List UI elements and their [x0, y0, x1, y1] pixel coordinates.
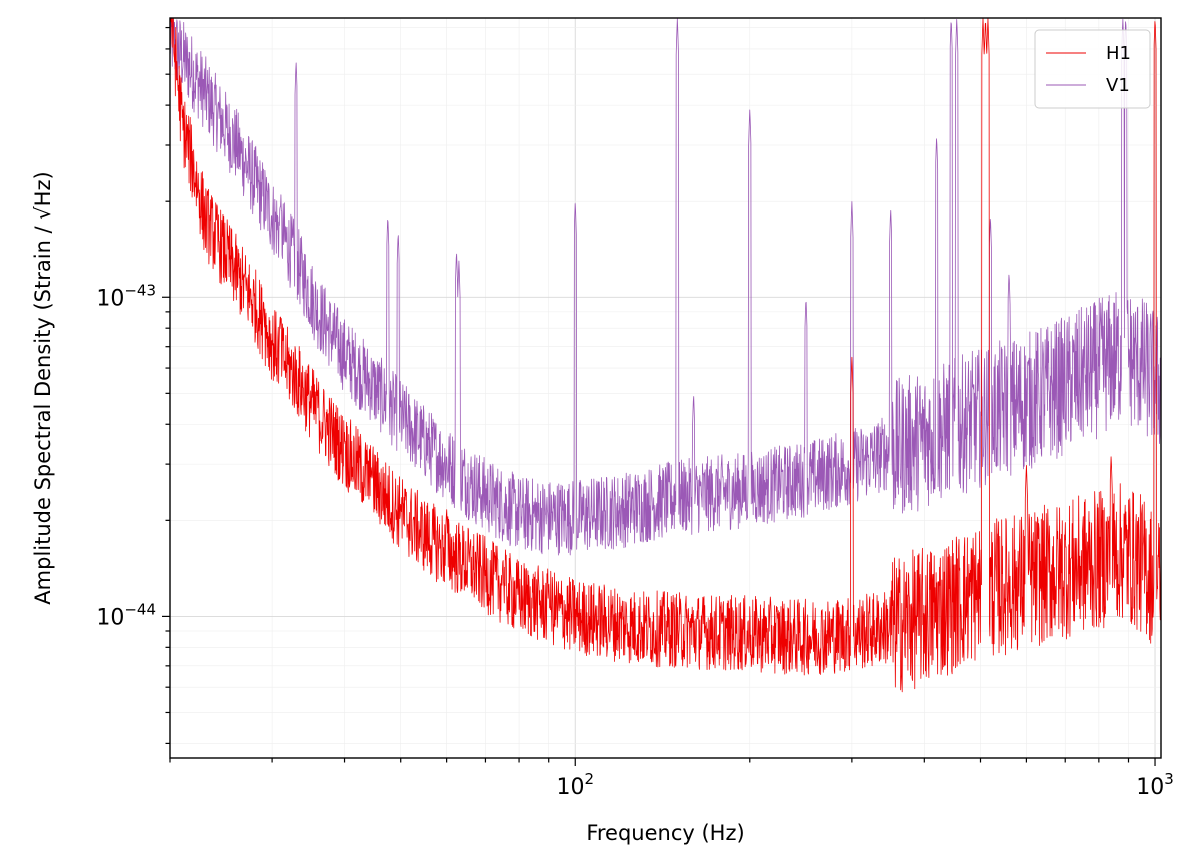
series-line-h1	[170, 18, 1161, 693]
series-layer	[170, 18, 1161, 693]
y-tick-label: 10−43	[96, 281, 156, 311]
legend-label: H1	[1106, 43, 1131, 64]
plot-frame	[169, 17, 1162, 759]
legend-box	[1034, 29, 1151, 109]
y-tick-label: 10−44	[96, 600, 156, 630]
x-axis-title: Frequency (Hz)	[586, 821, 744, 845]
y-axis-title: Amplitude Spectral Density (Strain / √Hz…	[31, 171, 55, 604]
x-tick-label: 102	[556, 770, 594, 800]
x-tick-label: 103	[1136, 770, 1174, 800]
series-line-v1	[170, 18, 1161, 556]
legend-label: V1	[1106, 75, 1130, 96]
legend: H1 V1	[1034, 29, 1151, 109]
axis-ticks: 102 103 10−44 10−43	[96, 26, 1174, 800]
